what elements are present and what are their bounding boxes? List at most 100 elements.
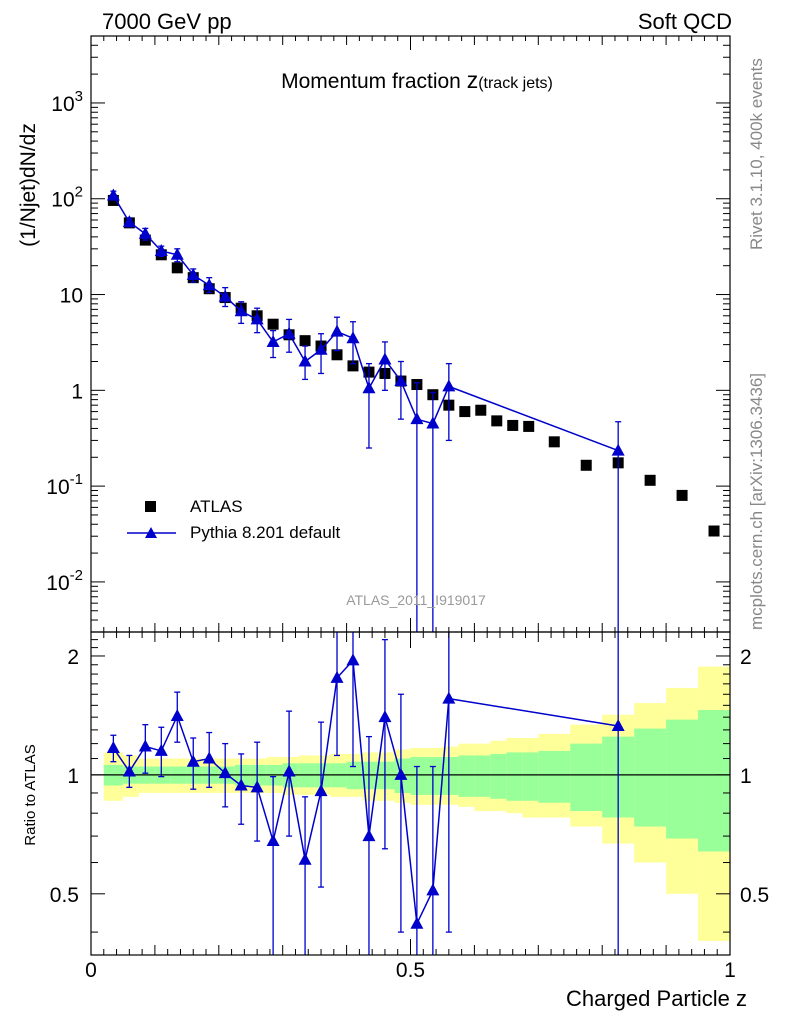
tick-base: 10 xyxy=(51,189,74,212)
ratio-data-point xyxy=(298,852,312,865)
x-tick-label: 0 xyxy=(85,959,97,982)
tick-exponent: 3 xyxy=(75,88,83,105)
pythia-data-point xyxy=(154,243,168,256)
ratio-data-point xyxy=(138,739,152,752)
legend-pythia-label: Pythia 8.201 default xyxy=(190,523,341,542)
x-axis: 0 0.5 1 xyxy=(85,959,736,982)
ratio-data-point xyxy=(611,718,625,731)
inner-band-bin xyxy=(410,756,427,795)
main-title-subscript: (track jets) xyxy=(478,75,553,92)
atlas-data-point xyxy=(347,360,359,372)
pythia-data-point xyxy=(186,267,200,280)
pythia-data-point xyxy=(611,443,625,456)
x-axis-label: Charged Particle z xyxy=(566,986,747,1011)
pythia-data-point xyxy=(202,278,216,291)
ratio-data-point xyxy=(346,653,360,666)
tick-base: 10 xyxy=(46,572,69,595)
legend: ATLAS Pythia 8.201 default xyxy=(127,497,341,542)
ratio-axes: 0.5 0.5 1 1 2 2 xyxy=(50,631,769,956)
ratio-plot-marks xyxy=(106,632,625,955)
ratio-data-point xyxy=(330,670,344,683)
atlas-data-point xyxy=(491,415,503,427)
pythia-data-point xyxy=(298,354,312,367)
pythia-data-point xyxy=(122,215,136,228)
header-energy-label: 7000 GeV pp xyxy=(102,9,232,34)
ratio-data-point xyxy=(426,883,440,896)
legend-atlas-marker xyxy=(145,501,156,512)
pythia-data-point xyxy=(410,412,424,425)
inner-band-bin xyxy=(666,719,699,839)
ratio-y-tick-label: 0.5 xyxy=(50,884,79,907)
pythia-data-point xyxy=(106,188,120,201)
ratio-data-point xyxy=(362,829,376,842)
inner-band-bin xyxy=(442,756,459,795)
ratio-panel: 0.5 0.5 1 1 2 2 Ratio to ATLAS xyxy=(22,631,769,956)
inner-band-bin xyxy=(634,728,667,827)
atlas-data-point xyxy=(708,525,720,537)
main-y-tick-label: 10-1 xyxy=(46,471,83,499)
ratio-data-point xyxy=(170,708,184,721)
ratio-data-point xyxy=(442,691,456,704)
inner-band-bin xyxy=(570,743,603,812)
pythia-data-point xyxy=(170,247,184,260)
ratio-data-point xyxy=(266,834,280,847)
ratio-data-point xyxy=(314,784,328,797)
inner-band-bin xyxy=(698,709,730,852)
atlas-data-point xyxy=(171,262,183,274)
header-process-label: Soft QCD xyxy=(638,9,732,34)
ratio-uncertainty-bands xyxy=(103,666,730,941)
main-y-axis-label: (1/Njet)dN/dz xyxy=(17,123,40,247)
atlas-data-point xyxy=(676,489,688,501)
ratio-data-point xyxy=(282,764,296,777)
atlas-data-point xyxy=(267,318,279,330)
ratio-data-point xyxy=(250,780,264,793)
main-y-tick-label: 1 xyxy=(71,380,83,403)
tick-base: 10 xyxy=(60,285,83,308)
pythia-data-point xyxy=(266,334,280,347)
atlas-data-point xyxy=(475,404,487,416)
inner-band-bin xyxy=(474,755,491,797)
inner-band-bin xyxy=(458,755,475,797)
inner-band-bin xyxy=(426,756,443,795)
main-y-tick-label: 103 xyxy=(51,88,83,116)
ratio-y-tick-label: 2 xyxy=(67,646,79,669)
rivet-info-label: Rivet 3.1.10, 400k events xyxy=(747,58,766,250)
mcplots-info-label: mcplots.cern.ch [arXiv:1306.3436] xyxy=(747,373,766,630)
ratio-y-tick-label-right: 1 xyxy=(740,765,752,788)
pythia-data-point xyxy=(250,312,264,325)
legend-atlas-label: ATLAS xyxy=(190,497,243,516)
main-y-tick-label: 10 xyxy=(60,285,83,308)
tick-exponent: -2 xyxy=(70,567,83,584)
x-tick-label: 1 xyxy=(724,959,736,982)
atlas-data-point xyxy=(507,419,519,431)
ratio-data-point xyxy=(202,751,216,764)
ratio-data-point xyxy=(218,766,232,779)
inner-band-bin xyxy=(538,750,571,803)
main-plot-title: Momentum fraction z(track jets) xyxy=(281,67,553,93)
tick-base: 10 xyxy=(51,93,74,116)
pythia-data-point xyxy=(218,289,232,302)
pythia-line xyxy=(112,195,619,452)
pythia-data-point xyxy=(330,324,344,337)
inner-band-bin xyxy=(506,752,523,801)
ratio-y-tick-label-right: 0.5 xyxy=(740,884,769,907)
pythia-data-point xyxy=(282,326,296,339)
tick-exponent: 2 xyxy=(75,184,83,201)
atlas-data-point xyxy=(548,436,560,448)
main-plot-marks xyxy=(106,188,720,632)
atlas-data-point xyxy=(580,459,592,471)
pythia-data-point xyxy=(394,374,408,387)
ratio-y-tick-label: 1 xyxy=(67,765,79,788)
pythia-data-point xyxy=(378,352,392,365)
ratio-y-tick-label-right: 2 xyxy=(740,646,752,669)
main-frame xyxy=(90,35,731,633)
main-y-tick-label: 102 xyxy=(51,184,83,212)
tick-base: 10 xyxy=(46,476,69,499)
analysis-id-label: ATLAS_2011_I919017 xyxy=(346,592,486,608)
pythia-data-point xyxy=(138,226,152,239)
main-title-z: z xyxy=(467,67,479,93)
ratio-data-point xyxy=(106,740,120,753)
